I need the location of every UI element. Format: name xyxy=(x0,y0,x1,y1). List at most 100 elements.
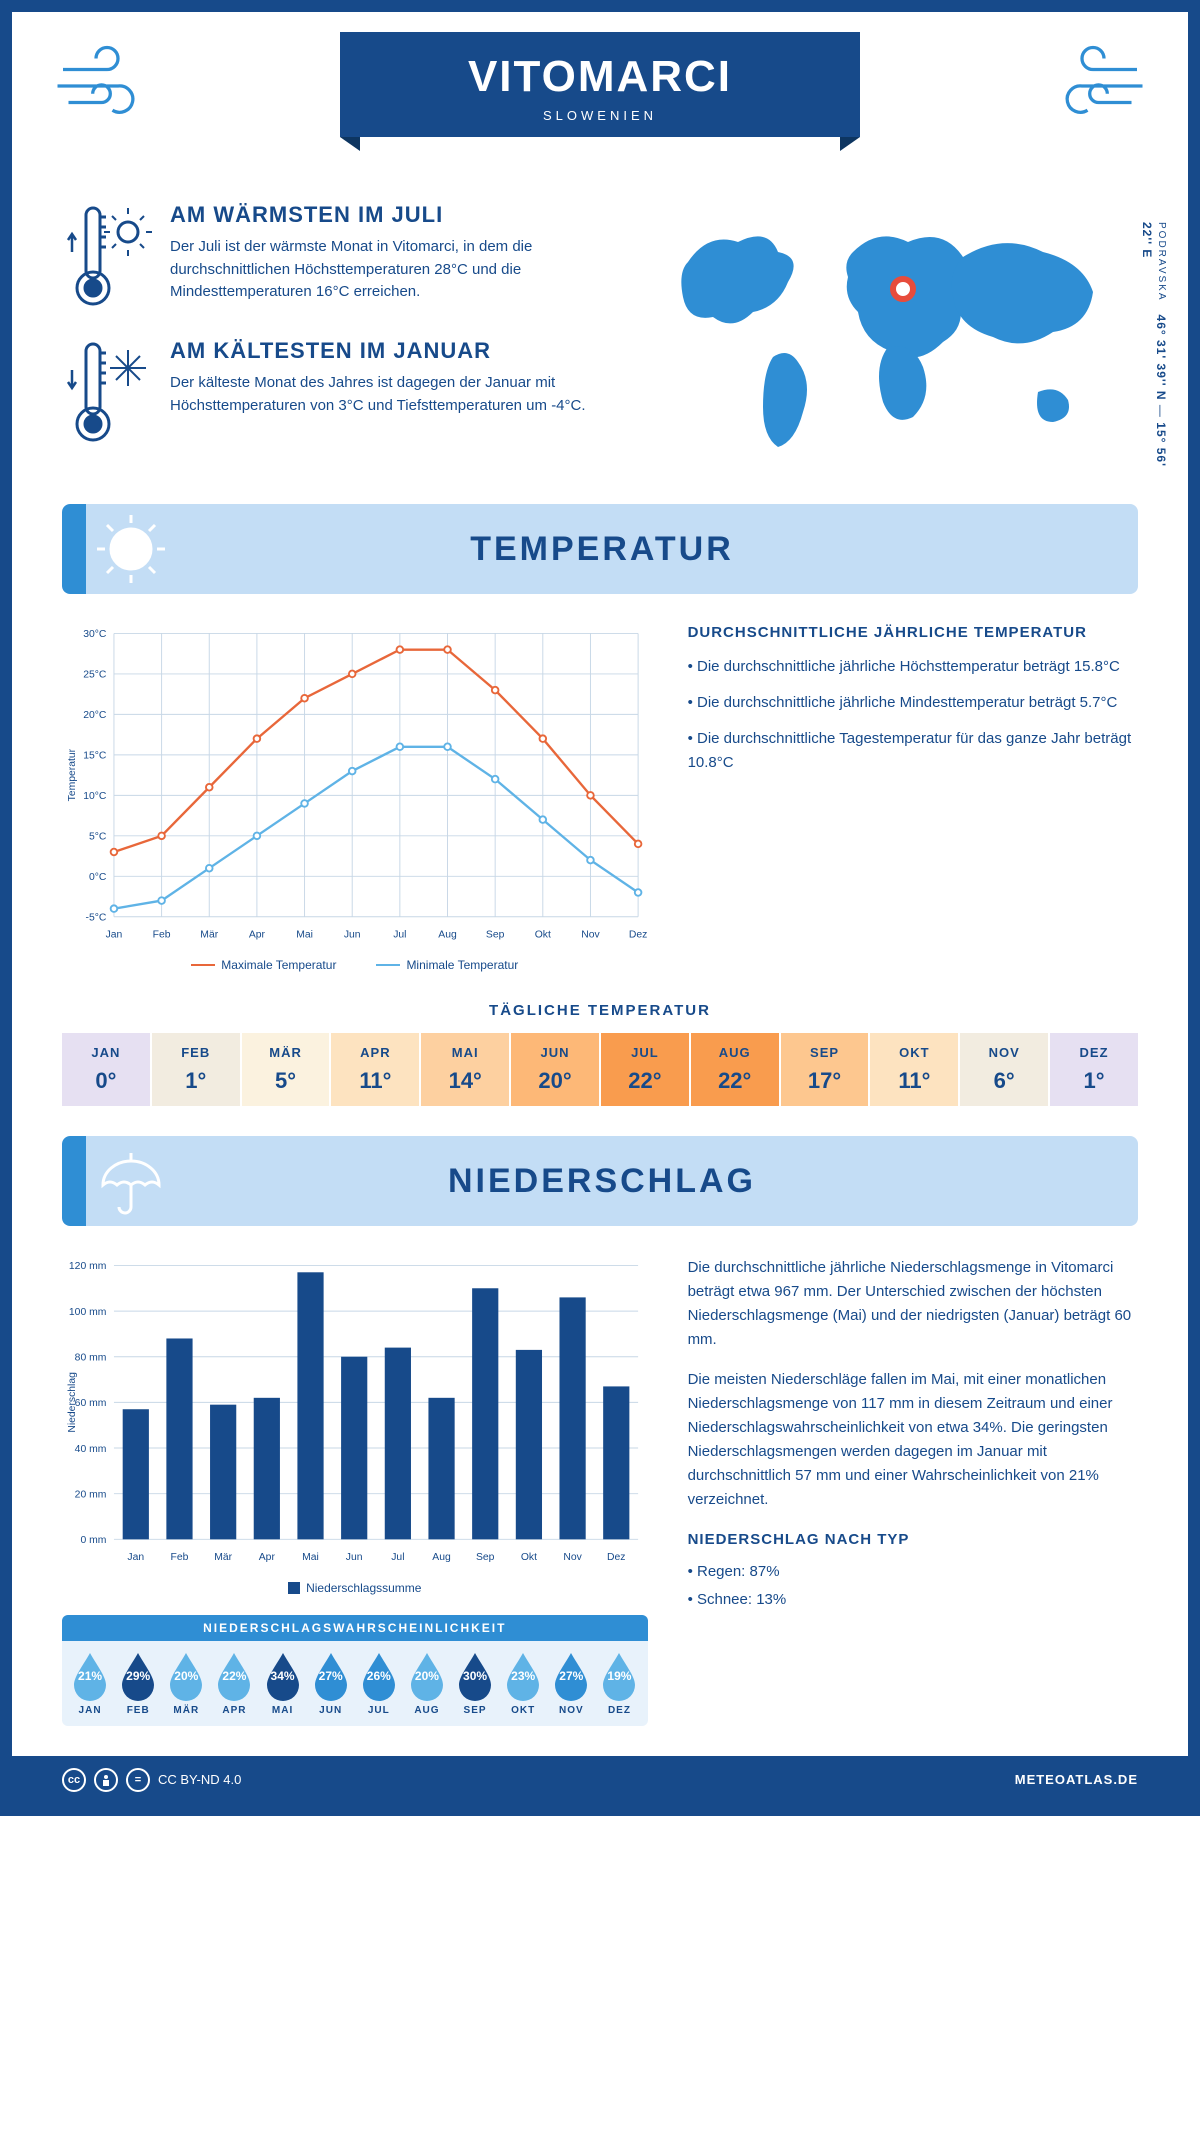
chart-legend: Niederschlagssumme xyxy=(62,1581,648,1595)
site-name: METEOATLAS.DE xyxy=(1015,1772,1138,1787)
month-cell: OKT11° xyxy=(870,1033,960,1106)
raindrop-icon: 34% xyxy=(263,1651,303,1701)
svg-text:-5°C: -5°C xyxy=(86,913,107,924)
temperature-summary: DURCHSCHNITTLICHE JÄHRLICHE TEMPERATUR •… xyxy=(688,624,1138,972)
raindrop-icon: 21% xyxy=(70,1651,110,1701)
svg-text:Jul: Jul xyxy=(391,1552,404,1563)
svg-text:Mai: Mai xyxy=(296,930,313,941)
svg-text:Okt: Okt xyxy=(535,930,551,941)
warmest-block: AM WÄRMSTEN IM JULI Der Juli ist der wär… xyxy=(62,202,628,312)
svg-text:Apr: Apr xyxy=(249,930,266,941)
title-banner: VITOMARCI SLOWENIEN xyxy=(340,32,860,137)
thermometer-cold-icon xyxy=(62,338,152,448)
svg-text:120 mm: 120 mm xyxy=(69,1261,106,1272)
month-cell: SEP17° xyxy=(781,1033,871,1106)
raindrop-icon: 30% xyxy=(455,1651,495,1701)
daily-temp-strip: JAN0°FEB1°MÄR5°APR11°MAI14°JUN20°JUL22°A… xyxy=(62,1033,1138,1106)
by-icon xyxy=(94,1768,118,1792)
svg-text:Mär: Mär xyxy=(214,1552,232,1563)
header: VITOMARCI SLOWENIEN xyxy=(12,12,1188,192)
svg-text:100 mm: 100 mm xyxy=(69,1307,106,1318)
svg-text:15°C: 15°C xyxy=(83,751,107,762)
svg-text:Jun: Jun xyxy=(346,1552,363,1563)
precipitation-bar-chart: 0 mm20 mm40 mm60 mm80 mm100 mm120 mmJanF… xyxy=(62,1256,648,1595)
precipitation-section-header: NIEDERSCHLAG xyxy=(62,1136,1138,1226)
location-marker-icon xyxy=(890,276,916,302)
month-cell: APR11° xyxy=(331,1033,421,1106)
section-title: NIEDERSCHLAG xyxy=(186,1162,1138,1201)
section-title: TEMPERATUR xyxy=(186,530,1138,569)
infographic-page: VITOMARCI SLOWENIEN AM WÄRMST xyxy=(0,0,1200,1816)
svg-text:5°C: 5°C xyxy=(89,832,107,843)
month-cell: NOV6° xyxy=(960,1033,1050,1106)
wind-icon xyxy=(52,42,162,132)
raindrop-icon: 29% xyxy=(118,1651,158,1701)
svg-text:Mai: Mai xyxy=(302,1552,319,1563)
sun-icon xyxy=(76,504,186,594)
cc-icon: cc xyxy=(62,1768,86,1792)
svg-text:Feb: Feb xyxy=(171,1552,189,1563)
precip-type-title: NIEDERSCHLAG NACH TYP xyxy=(688,1528,1138,1552)
svg-text:Temperatur: Temperatur xyxy=(67,748,78,801)
svg-text:Dez: Dez xyxy=(629,930,647,941)
coldest-block: AM KÄLTESTEN IM JANUAR Der kälteste Mona… xyxy=(62,338,628,448)
svg-text:Apr: Apr xyxy=(259,1552,276,1563)
month-cell: AUG22° xyxy=(691,1033,781,1106)
svg-text:80 mm: 80 mm xyxy=(75,1353,107,1364)
month-cell: MAI14° xyxy=(421,1033,511,1106)
svg-text:20°C: 20°C xyxy=(83,710,107,721)
probability-cell: 22%APR xyxy=(210,1651,258,1716)
raindrop-icon: 20% xyxy=(407,1651,447,1701)
intro-row: AM WÄRMSTEN IM JULI Der Juli ist der wär… xyxy=(62,202,1138,474)
svg-text:60 mm: 60 mm xyxy=(75,1398,107,1409)
svg-text:10°C: 10°C xyxy=(83,791,107,802)
raindrop-icon: 26% xyxy=(359,1651,399,1701)
coldest-body: Der kälteste Monat des Jahres ist dagege… xyxy=(170,372,590,417)
wind-icon xyxy=(1038,42,1148,132)
temperature-section-header: TEMPERATUR xyxy=(62,504,1138,594)
world-map-panel: PODRAVSKA 46° 31' 39'' N — 15° 56' 22'' … xyxy=(658,202,1138,474)
month-cell: FEB1° xyxy=(152,1033,242,1106)
country-subtitle: SLOWENIEN xyxy=(340,108,860,123)
umbrella-icon xyxy=(76,1136,186,1226)
svg-text:20 mm: 20 mm xyxy=(75,1490,107,1501)
probability-cell: 27%NOV xyxy=(547,1651,595,1716)
summary-title: DURCHSCHNITTLICHE JÄHRLICHE TEMPERATUR xyxy=(688,624,1138,641)
svg-text:Aug: Aug xyxy=(432,1552,451,1563)
month-cell: MÄR5° xyxy=(242,1033,332,1106)
probability-cell: 20%AUG xyxy=(403,1651,451,1716)
chart-legend: Maximale Temperatur Minimale Temperatur xyxy=(62,958,648,972)
warmest-title: AM WÄRMSTEN IM JULI xyxy=(170,202,590,228)
svg-text:Dez: Dez xyxy=(607,1552,625,1563)
month-cell: JUL22° xyxy=(601,1033,691,1106)
svg-text:Nov: Nov xyxy=(581,930,600,941)
svg-text:Feb: Feb xyxy=(153,930,171,941)
raindrop-icon: 19% xyxy=(599,1651,639,1701)
raindrop-icon: 23% xyxy=(503,1651,543,1701)
probability-cell: 23%OKT xyxy=(499,1651,547,1716)
svg-text:0°C: 0°C xyxy=(89,872,107,883)
raindrop-icon: 20% xyxy=(166,1651,206,1701)
daily-temp-title: TÄGLICHE TEMPERATUR xyxy=(62,1002,1138,1019)
svg-text:Okt: Okt xyxy=(521,1552,537,1563)
footer: cc = CC BY-ND 4.0 METEOATLAS.DE xyxy=(12,1756,1188,1804)
coordinates: PODRAVSKA 46° 31' 39'' N — 15° 56' 22'' … xyxy=(1140,222,1168,474)
probability-cell: 20%MÄR xyxy=(162,1651,210,1716)
svg-text:Jun: Jun xyxy=(344,930,361,941)
svg-text:Jan: Jan xyxy=(106,930,123,941)
svg-text:30°C: 30°C xyxy=(83,629,107,640)
probability-cell: 30%SEP xyxy=(451,1651,499,1716)
temperature-line-chart: -5°C0°C5°C10°C15°C20°C25°C30°CJanFebMärA… xyxy=(62,624,648,972)
probability-cell: 21%JAN xyxy=(66,1651,114,1716)
svg-text:Mär: Mär xyxy=(200,930,218,941)
svg-text:Sep: Sep xyxy=(476,1552,495,1563)
probability-cell: 29%FEB xyxy=(114,1651,162,1716)
svg-text:Nov: Nov xyxy=(563,1552,582,1563)
precipitation-probability-panel: NIEDERSCHLAGSWAHRSCHEINLICHKEIT 21%JAN29… xyxy=(62,1615,648,1726)
license-badge: cc = CC BY-ND 4.0 xyxy=(62,1768,241,1792)
svg-text:Sep: Sep xyxy=(486,930,505,941)
world-map-icon xyxy=(658,202,1138,462)
probability-cell: 19%DEZ xyxy=(595,1651,643,1716)
coldest-title: AM KÄLTESTEN IM JANUAR xyxy=(170,338,590,364)
warmest-body: Der Juli ist der wärmste Monat in Vitoma… xyxy=(170,236,590,304)
